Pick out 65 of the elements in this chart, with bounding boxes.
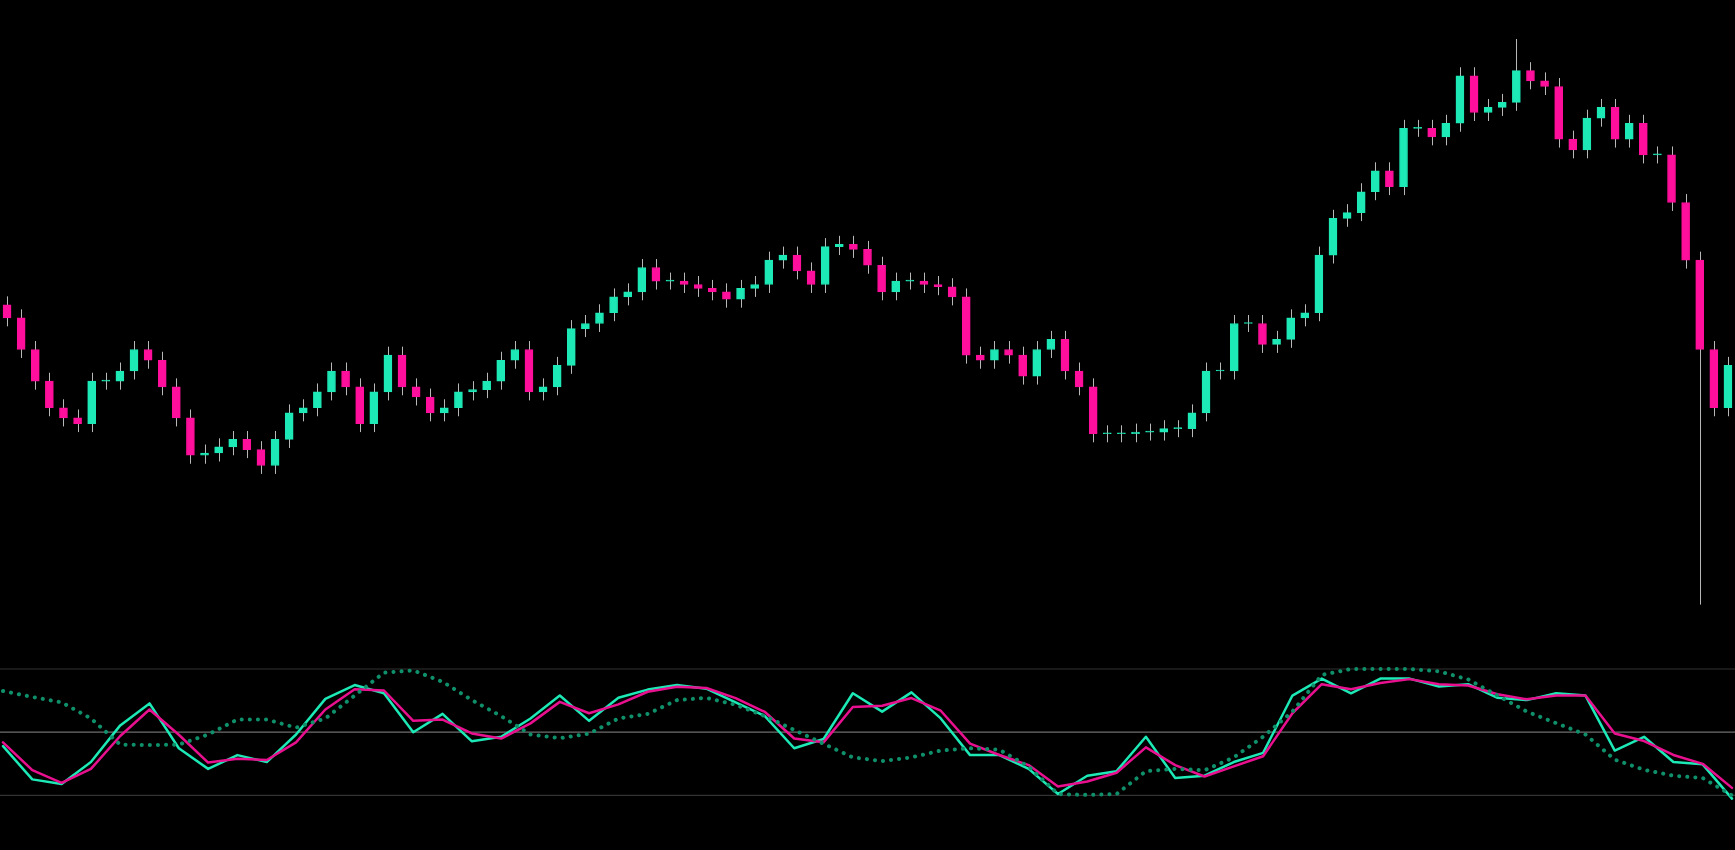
candlestick [1653, 145, 1662, 164]
candlestick [1159, 419, 1169, 442]
candlestick [242, 430, 252, 459]
candlestick [482, 372, 491, 399]
candlestick [623, 282, 633, 306]
candlestick [750, 275, 759, 298]
candlestick [1427, 119, 1437, 146]
candlestick [496, 351, 506, 391]
candlestick [1526, 61, 1535, 90]
candlestick [1258, 314, 1267, 354]
candlestick [863, 240, 872, 275]
candlestick [693, 275, 703, 298]
candlestick [1356, 182, 1366, 222]
candlestick [1540, 71, 1549, 96]
candlestick [1624, 114, 1634, 149]
candlestick [313, 382, 322, 417]
candlestick [609, 287, 618, 322]
candlestick [115, 362, 125, 391]
candlestick [1342, 203, 1352, 228]
candlestick [849, 235, 858, 259]
candlestick [425, 388, 435, 422]
candlestick [990, 340, 999, 370]
candlestick [510, 340, 520, 370]
candlestick [468, 380, 477, 401]
candlestick [200, 444, 209, 465]
candlestick [665, 272, 675, 291]
candlestick [1046, 330, 1056, 359]
candlestick [1596, 98, 1606, 128]
candlestick [1385, 161, 1394, 196]
candlestick [1018, 346, 1027, 386]
candlestick [637, 258, 647, 301]
candlestick [1497, 93, 1507, 117]
candlestick [256, 440, 266, 475]
candlestick [1370, 161, 1380, 201]
candlestick [327, 362, 336, 401]
candlestick [933, 275, 943, 296]
candlestick [1004, 340, 1013, 365]
candlestick [228, 430, 238, 456]
candlestick [143, 340, 153, 370]
candlestick [341, 362, 350, 396]
candlestick [129, 340, 139, 380]
candlestick [1286, 308, 1295, 349]
candlestick [764, 251, 774, 294]
candlestick [581, 314, 590, 338]
candlestick [947, 277, 957, 306]
candlestick [834, 235, 844, 256]
candlestick [736, 279, 745, 309]
candlestick [1300, 303, 1310, 327]
candlestick [454, 382, 463, 417]
candlestick [905, 272, 915, 291]
candlestick [708, 279, 717, 301]
candlestick [73, 408, 82, 433]
candlestick [1568, 130, 1578, 159]
candlestick [59, 398, 68, 427]
candlestick [298, 398, 308, 422]
candlestick [214, 437, 223, 462]
candlestick [722, 282, 731, 309]
candlestick [440, 398, 449, 422]
candlestick [1483, 98, 1493, 122]
candlestick [891, 272, 901, 301]
candlestick [552, 356, 562, 396]
candlestick [595, 303, 604, 333]
candlestick [976, 346, 985, 370]
candlestick [1272, 330, 1281, 354]
candlestick [1145, 423, 1154, 442]
